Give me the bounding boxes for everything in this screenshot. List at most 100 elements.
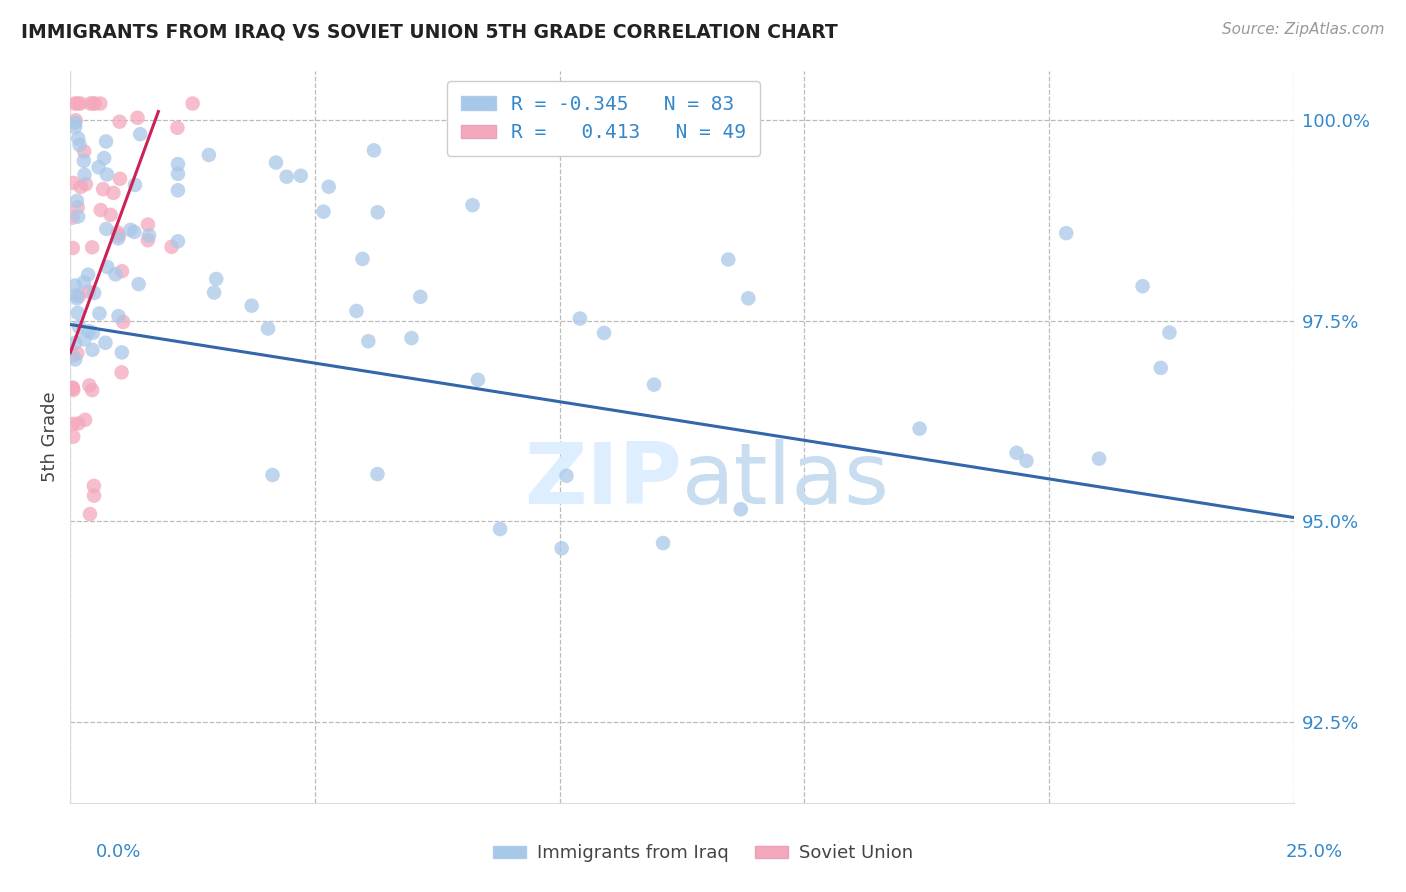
- Point: [63, 335, 86, 350]
- Point: [120, 223, 142, 237]
- Point: [550, 541, 572, 556]
- Point: [128, 277, 150, 291]
- Point: [346, 304, 368, 318]
- Point: [318, 179, 340, 194]
- Point: [290, 169, 312, 183]
- Text: 25.0%: 25.0%: [1285, 843, 1343, 861]
- Point: [111, 264, 134, 278]
- Point: [65, 113, 87, 128]
- Point: [77, 285, 100, 299]
- Point: [108, 171, 131, 186]
- Point: [107, 225, 129, 239]
- Point: [737, 291, 759, 305]
- Point: [717, 252, 740, 267]
- Point: [240, 299, 263, 313]
- Point: [82, 96, 104, 111]
- Point: [1132, 279, 1154, 293]
- Point: [262, 468, 284, 483]
- Point: [62, 381, 84, 395]
- Point: [112, 315, 135, 329]
- Point: [69, 96, 91, 111]
- Point: [167, 157, 190, 171]
- Point: [107, 309, 129, 323]
- Point: [124, 178, 146, 192]
- Text: 0.0%: 0.0%: [96, 843, 141, 861]
- Point: [138, 228, 160, 243]
- Point: [63, 278, 86, 293]
- Point: [1159, 326, 1181, 340]
- Point: [66, 291, 89, 305]
- Point: [730, 502, 752, 516]
- Point: [96, 168, 118, 182]
- Point: [67, 289, 90, 303]
- Point: [167, 235, 190, 249]
- Point: [82, 343, 104, 357]
- Text: atlas: atlas: [682, 440, 890, 523]
- Point: [643, 377, 665, 392]
- Point: [66, 346, 89, 360]
- Point: [167, 183, 190, 197]
- Point: [73, 332, 96, 346]
- Point: [62, 417, 84, 431]
- Point: [103, 186, 125, 200]
- Point: [181, 96, 204, 111]
- Point: [136, 218, 159, 232]
- Point: [79, 378, 101, 392]
- Point: [75, 177, 97, 191]
- Point: [104, 267, 127, 281]
- Point: [110, 366, 132, 380]
- Point: [69, 179, 91, 194]
- Point: [73, 275, 96, 289]
- Point: [264, 155, 287, 169]
- Point: [198, 148, 221, 162]
- Point: [202, 285, 225, 300]
- Point: [62, 383, 84, 397]
- Point: [908, 422, 931, 436]
- Point: [129, 127, 152, 141]
- Point: [83, 479, 105, 493]
- Point: [82, 240, 104, 254]
- Point: [127, 111, 149, 125]
- Point: [62, 348, 84, 362]
- Point: [73, 153, 96, 168]
- Point: [1054, 226, 1077, 240]
- Point: [276, 169, 298, 184]
- Point: [96, 222, 118, 236]
- Point: [401, 331, 423, 345]
- Point: [136, 233, 159, 247]
- Point: [93, 151, 115, 165]
- Point: [63, 352, 86, 367]
- Text: ZIP: ZIP: [524, 440, 682, 523]
- Point: [66, 194, 89, 208]
- Point: [67, 417, 90, 431]
- Text: Source: ZipAtlas.com: Source: ZipAtlas.com: [1222, 22, 1385, 37]
- Text: IMMIGRANTS FROM IRAQ VS SOVIET UNION 5TH GRADE CORRELATION CHART: IMMIGRANTS FROM IRAQ VS SOVIET UNION 5TH…: [21, 22, 838, 41]
- Point: [467, 373, 489, 387]
- Point: [111, 345, 134, 359]
- Point: [67, 210, 90, 224]
- Point: [124, 225, 146, 239]
- Point: [82, 383, 104, 397]
- Point: [62, 381, 84, 395]
- Point: [352, 252, 374, 266]
- Point: [167, 167, 190, 181]
- Point: [83, 285, 105, 300]
- Point: [160, 240, 183, 254]
- Point: [62, 176, 84, 190]
- Legend: R = -0.345   N = 83, R =   0.413   N = 49: R = -0.345 N = 83, R = 0.413 N = 49: [447, 81, 759, 156]
- Point: [67, 319, 90, 334]
- Point: [568, 311, 591, 326]
- Point: [1005, 446, 1028, 460]
- Point: [69, 137, 91, 152]
- Point: [489, 522, 512, 536]
- Point: [461, 198, 484, 212]
- Point: [82, 326, 104, 340]
- Point: [257, 321, 280, 335]
- Point: [73, 145, 96, 159]
- Point: [67, 131, 90, 145]
- Point: [66, 96, 89, 111]
- Point: [63, 120, 86, 134]
- Point: [108, 114, 131, 128]
- Point: [555, 468, 578, 483]
- Point: [94, 135, 117, 149]
